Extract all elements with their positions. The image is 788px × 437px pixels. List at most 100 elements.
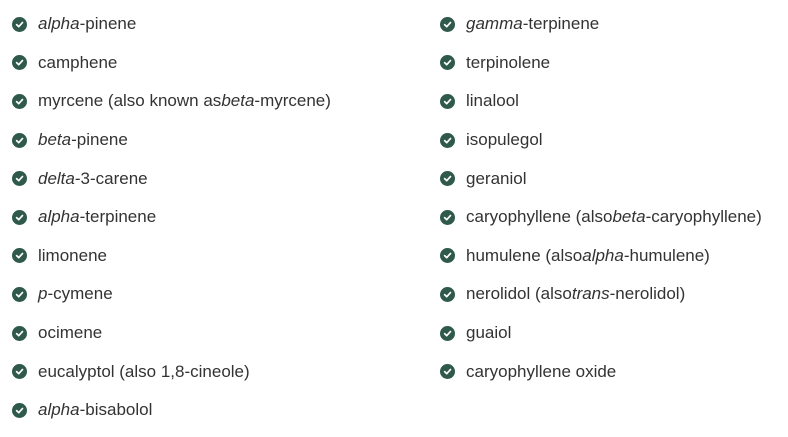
text: isopulegol bbox=[466, 130, 543, 150]
text: -cymene bbox=[47, 284, 113, 304]
list-item-label: caryophyllene oxide bbox=[466, 362, 616, 382]
terpene-list-right: gamma-terpinene terpinolene linalool isopul… bbox=[440, 5, 762, 391]
list-item-label: alpha-terpinene bbox=[38, 207, 156, 227]
list-item: linalool bbox=[440, 82, 762, 121]
text: caryophyllene oxide bbox=[466, 361, 617, 381]
check-circle-icon bbox=[12, 132, 27, 148]
text: myrcene (also known as bbox=[38, 91, 222, 111]
check-circle-icon bbox=[440, 325, 455, 341]
text: camphene bbox=[38, 52, 118, 72]
check-circle-icon bbox=[12, 55, 27, 71]
text: linalool bbox=[466, 91, 519, 111]
check-circle-icon bbox=[12, 402, 27, 418]
italic-text: trans bbox=[571, 284, 610, 304]
list-item: ocimene bbox=[12, 314, 331, 353]
list-item-label: limonene bbox=[38, 246, 107, 266]
list-item-label: alpha-bisabolol bbox=[38, 400, 152, 420]
list-item-label: delta-3-carene bbox=[38, 169, 148, 189]
list-item: alpha-bisabolol bbox=[12, 391, 331, 430]
list-item-label: alpha-pinene bbox=[38, 14, 136, 34]
list-item-label: linalool bbox=[466, 91, 519, 111]
italic-text: beta bbox=[221, 91, 255, 111]
text: -pinene bbox=[71, 130, 128, 150]
list-item: isopulegol bbox=[440, 121, 762, 160]
check-circle-icon bbox=[12, 248, 27, 264]
text: -terpinene bbox=[79, 207, 157, 227]
list-item: geraniol bbox=[440, 159, 762, 198]
check-circle-icon bbox=[440, 209, 455, 225]
list-item: humulene (alsoalpha-humulene) bbox=[440, 237, 762, 276]
list-item-label: humulene (alsoalpha-humulene) bbox=[466, 246, 710, 266]
list-item: gamma-terpinene bbox=[440, 5, 762, 44]
text: limonene bbox=[38, 245, 107, 265]
list-item: alpha-pinene bbox=[12, 5, 331, 44]
list-item: delta-3-carene bbox=[12, 159, 331, 198]
list-item: beta-pinene bbox=[12, 121, 331, 160]
text: -3-carene bbox=[74, 168, 148, 188]
italic-text: beta bbox=[612, 207, 646, 227]
list-item-label: geraniol bbox=[466, 169, 527, 189]
list-item: guaiol bbox=[440, 314, 762, 353]
italic-text: alpha bbox=[38, 14, 80, 34]
list-item-label: myrcene (also known asbeta-myrcene) bbox=[38, 91, 331, 111]
list-item: limonene bbox=[12, 237, 331, 276]
text: -nerolidol) bbox=[609, 284, 686, 304]
italic-text: delta bbox=[38, 168, 75, 188]
check-circle-icon bbox=[440, 286, 455, 302]
text: guaiol bbox=[466, 323, 512, 343]
list-item: camphene bbox=[12, 44, 331, 83]
list-item: eucalyptol (also 1,8-cineole) bbox=[12, 352, 331, 391]
text: -caryophyllene) bbox=[645, 207, 762, 227]
list-item-label: nerolidol (alsotrans-nerolidol) bbox=[466, 284, 685, 304]
list-item-label: ocimene bbox=[38, 323, 102, 343]
check-circle-icon bbox=[12, 93, 27, 109]
check-circle-icon bbox=[12, 325, 27, 341]
italic-text: alpha bbox=[38, 207, 80, 227]
text: eucalyptol (also 1,8-cineole) bbox=[38, 361, 250, 381]
list-item: alpha-terpinene bbox=[12, 198, 331, 237]
check-circle-icon bbox=[12, 209, 27, 225]
text: -humulene) bbox=[623, 245, 710, 265]
italic-text: p bbox=[38, 284, 48, 304]
list-item-label: guaiol bbox=[466, 323, 511, 343]
list-item: caryophyllene oxide bbox=[440, 352, 762, 391]
list-item-label: beta-pinene bbox=[38, 130, 128, 150]
list-item-label: isopulegol bbox=[466, 130, 543, 150]
check-circle-icon bbox=[440, 55, 455, 71]
list-item-label: terpinolene bbox=[466, 53, 550, 73]
check-circle-icon bbox=[440, 364, 455, 380]
check-circle-icon bbox=[440, 248, 455, 264]
list-item: terpinolene bbox=[440, 44, 762, 83]
list-item: nerolidol (alsotrans-nerolidol) bbox=[440, 275, 762, 314]
terpene-list-left: alpha-pinene camphene myrcene (also known … bbox=[12, 5, 331, 430]
text: -terpinene bbox=[522, 14, 600, 34]
list-item: p-cymene bbox=[12, 275, 331, 314]
italic-text: alpha bbox=[38, 400, 80, 420]
text: nerolidol (also bbox=[466, 284, 572, 304]
list-item-label: caryophyllene (alsobeta-caryophyllene) bbox=[466, 207, 762, 227]
list-item: myrcene (also known asbeta-myrcene) bbox=[12, 82, 331, 121]
check-circle-icon bbox=[440, 171, 455, 187]
check-circle-icon bbox=[440, 16, 455, 32]
text: ocimene bbox=[38, 323, 103, 343]
text: terpinolene bbox=[466, 52, 551, 72]
check-circle-icon bbox=[12, 286, 27, 302]
check-circle-icon bbox=[440, 132, 455, 148]
check-circle-icon bbox=[440, 93, 455, 109]
text: -pinene bbox=[79, 14, 137, 34]
text: -bisabolol bbox=[79, 400, 153, 420]
list-item-label: eucalyptol (also 1,8-cineole) bbox=[38, 362, 250, 382]
text: -myrcene) bbox=[254, 91, 331, 111]
list-item-label: camphene bbox=[38, 53, 117, 73]
check-circle-icon bbox=[12, 364, 27, 380]
italic-text: gamma bbox=[466, 14, 523, 34]
text: caryophyllene (also bbox=[466, 207, 613, 227]
italic-text: alpha bbox=[582, 245, 624, 265]
list-item-label: gamma-terpinene bbox=[466, 14, 599, 34]
text: geraniol bbox=[466, 168, 527, 188]
text: humulene (also bbox=[466, 245, 583, 265]
list-item-label: p-cymene bbox=[38, 284, 113, 304]
italic-text: beta bbox=[38, 130, 72, 150]
check-circle-icon bbox=[12, 171, 27, 187]
check-circle-icon bbox=[12, 16, 27, 32]
